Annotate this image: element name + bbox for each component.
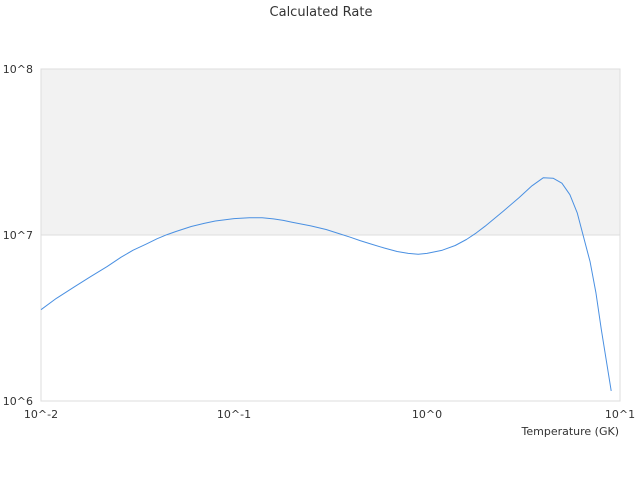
x-tick-label: 10^1 bbox=[605, 408, 635, 421]
shaded-band-layer bbox=[41, 69, 620, 235]
x-tick-label: 10^0 bbox=[412, 408, 442, 421]
chart-title: Calculated Rate bbox=[270, 5, 373, 20]
x-tick-label: 10^-2 bbox=[24, 408, 58, 421]
y-tick-labels: 10^6 10^7 10^8 bbox=[3, 63, 33, 408]
x-tick-label: 10^-1 bbox=[217, 408, 251, 421]
y-tick-label: 10^8 bbox=[3, 63, 33, 76]
shaded-band bbox=[41, 69, 620, 235]
x-axis-label: Temperature (GK) bbox=[521, 425, 620, 438]
y-tick-label: 10^6 bbox=[3, 395, 33, 408]
plot-frame-layer bbox=[40, 68, 621, 402]
series-layer bbox=[40, 177, 612, 391]
y-tick-label: 10^7 bbox=[3, 229, 33, 242]
x-tick-labels: 10^-2 10^-1 10^0 10^1 bbox=[24, 408, 635, 421]
series-line-0 bbox=[40, 177, 612, 391]
